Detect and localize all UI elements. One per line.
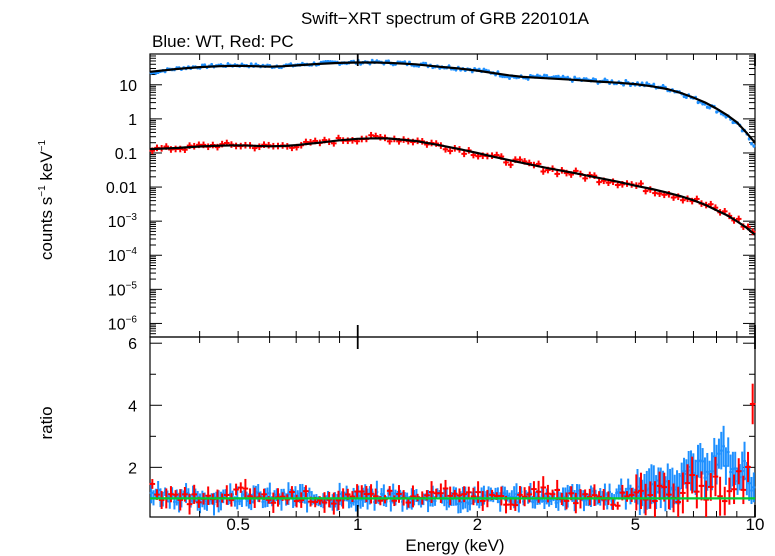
ratio-y-tick-label: 4 [128,398,137,415]
ylabel-part-4: −1 [37,139,48,151]
spectrum-y-axis-label: counts s−1 keV−1 [37,139,56,260]
ratio-frame [149,336,756,518]
y-tick-label: 10−5 [108,280,138,299]
x-axis-ticks: 0.5 1 2 5 10 [149,54,765,534]
y-tick-label: 10−4 [108,246,138,265]
y-tick-label: 10 [119,78,137,95]
x-tick-label: 10 [746,515,765,534]
ratio-y-tick-label: 6 [128,336,137,353]
y-tick-label: 10−3 [108,212,138,231]
y-tick-label: 0.1 [115,146,137,163]
x-tick-label: 1 [353,515,362,534]
y-tick-label: 10−6 [108,314,138,333]
ratio-panel: 2 4 6 [128,336,756,518]
chart-subtitle: Blue: WT, Red: PC [152,32,294,51]
model-line-2 [149,137,756,236]
ylabel-part-2: −1 [37,185,48,197]
spectrum-panel: 10 1 0.1 0.01 10−3 10−4 10−5 10−6 [106,53,756,338]
chart-title: Swift−XRT spectrum of GRB 220101A [301,9,590,28]
x-tick-label: 5 [631,515,640,534]
x-tick-label: 0.5 [226,515,250,534]
x-tick-label: 2 [473,515,482,534]
y-tick-label: 1 [128,112,137,129]
series-WT [149,58,756,148]
ylabel-part-1: counts s [37,197,56,260]
ratio-y-axis-label: ratio [37,406,56,439]
model-line-1 [149,61,756,144]
x-axis-label: Energy (keV) [405,536,504,555]
y-tick-label: 0.01 [106,180,137,197]
ratio-y-tick-label: 2 [128,460,137,477]
ratio-series-WT [149,425,756,516]
ylabel-part-3: keV [37,151,56,186]
